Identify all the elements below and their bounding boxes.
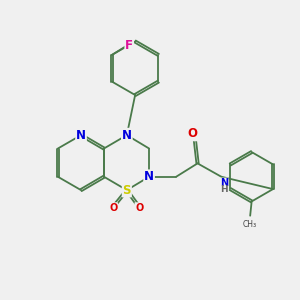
Text: O: O bbox=[135, 203, 143, 213]
Text: N: N bbox=[144, 170, 154, 183]
Text: F: F bbox=[125, 39, 133, 52]
Text: N: N bbox=[76, 129, 86, 142]
Text: CH₃: CH₃ bbox=[243, 220, 257, 229]
Text: N: N bbox=[220, 178, 228, 188]
Text: N: N bbox=[122, 129, 132, 142]
Text: S: S bbox=[123, 184, 131, 196]
Text: H: H bbox=[220, 185, 227, 194]
Text: O: O bbox=[109, 203, 117, 213]
Text: O: O bbox=[187, 128, 197, 140]
